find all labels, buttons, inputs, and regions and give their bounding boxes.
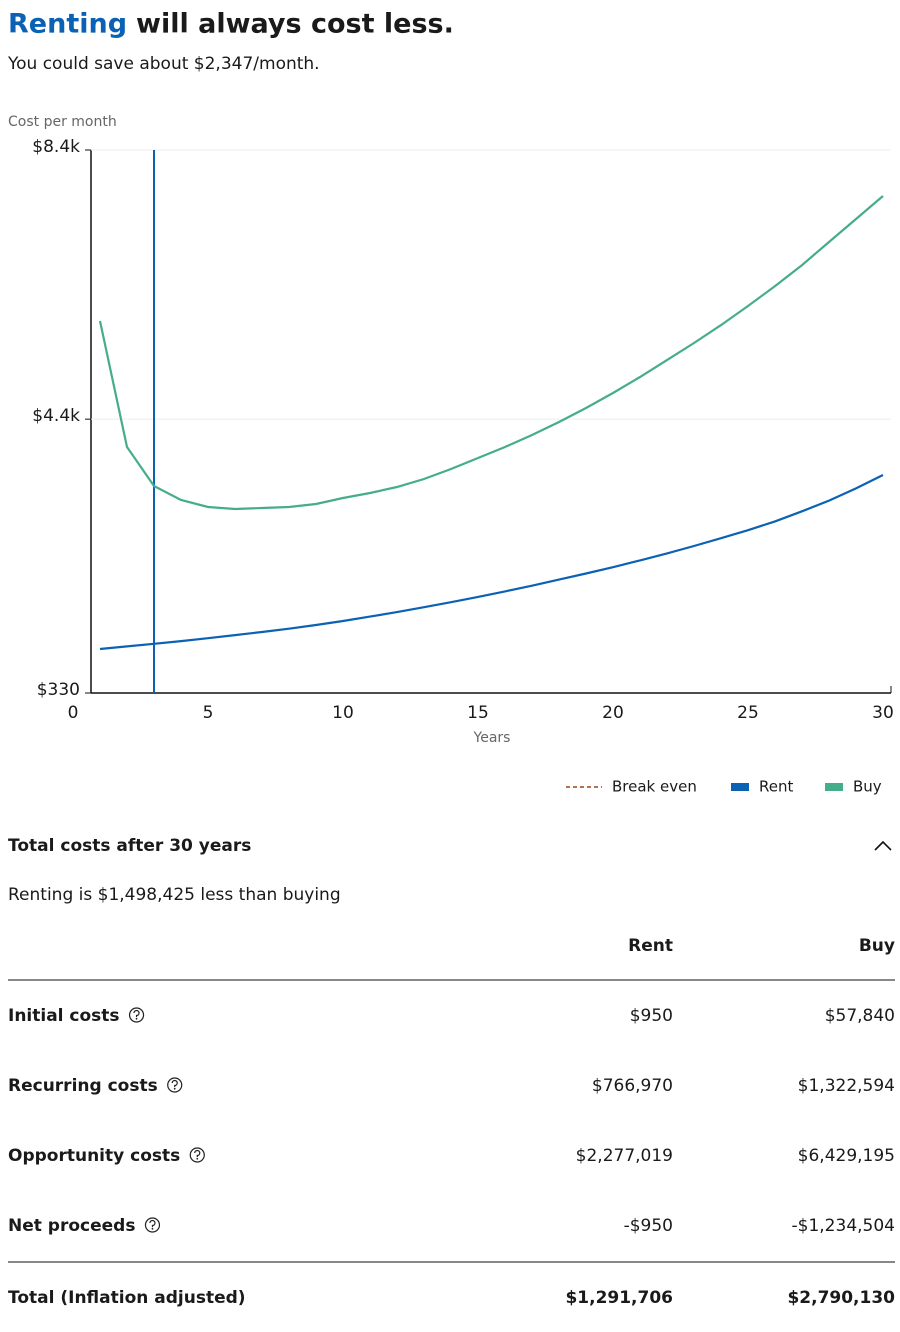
x-tick-label: 30 <box>872 703 894 723</box>
subtitle: You could save about $2,347/month. <box>7 54 320 74</box>
y-tick-label: $4.4k <box>32 406 80 426</box>
summary-text: Renting is $1,498,425 less than buying <box>8 885 341 905</box>
legend-label: Buy <box>853 778 882 796</box>
help-icon[interactable] <box>144 1217 161 1233</box>
cell: -$950 <box>624 1216 673 1236</box>
title: will always cost less. <box>136 9 454 40</box>
x-tick-label: 10 <box>332 703 354 723</box>
help-icon-mark <box>149 1219 156 1228</box>
line-series <box>98 195 884 511</box>
help-icon-mark <box>194 1149 201 1158</box>
help-icon-dot <box>173 1087 176 1090</box>
row-label: Recurring costs <box>8 1076 158 1096</box>
total-cell: $1,291,706 <box>565 1288 673 1308</box>
help-icon-dot <box>196 1157 199 1160</box>
x-tick-label: 25 <box>737 703 759 723</box>
x-tick-label: 5 <box>203 703 214 723</box>
legend-label: Rent <box>759 778 793 796</box>
total-label: Total (Inflation adjusted) <box>8 1288 246 1308</box>
column-header: Buy <box>859 936 895 956</box>
cell: -$1,234,504 <box>792 1216 895 1236</box>
x-tick-label: 20 <box>602 703 624 723</box>
x-tick-label: 0 <box>68 703 79 723</box>
legend-label: Break even <box>612 778 697 796</box>
help-icon[interactable] <box>189 1147 205 1163</box>
x-axis-label: Years <box>473 730 511 746</box>
help-icon-mark <box>171 1079 178 1088</box>
row-label: Opportunity costs <box>8 1146 180 1166</box>
y-tick-label: $330 <box>37 680 80 700</box>
x-tick-label: 15 <box>467 703 489 723</box>
row-label: Net proceeds <box>8 1216 135 1236</box>
collapse-chevron[interactable] <box>874 840 892 851</box>
row-label: Initial costs <box>8 1006 120 1026</box>
cell: $950 <box>630 1006 673 1026</box>
summary-title[interactable]: Total costs after 30 years <box>8 836 251 856</box>
cell: $766,970 <box>592 1076 673 1096</box>
help-icon[interactable] <box>167 1077 183 1093</box>
legend-swatch <box>731 783 749 791</box>
column-header: Rent <box>628 936 673 956</box>
y-tick-label: $8.4k <box>32 137 80 157</box>
help-icon-dot <box>151 1227 154 1230</box>
cell: $57,840 <box>825 1006 895 1026</box>
help-icon-dot <box>135 1017 138 1020</box>
cell: $1,322,594 <box>798 1076 895 1096</box>
help-icon[interactable] <box>128 1007 145 1023</box>
help-icon-mark <box>133 1009 140 1018</box>
line-series <box>99 474 884 651</box>
cell: $6,429,195 <box>798 1146 895 1166</box>
total-cell: $2,790,130 <box>787 1288 895 1308</box>
y-axis-label: Cost per month <box>8 114 117 130</box>
legend-swatch <box>825 783 843 791</box>
cell: $2,277,019 <box>576 1146 673 1166</box>
title-highlight: Renting <box>8 9 127 40</box>
